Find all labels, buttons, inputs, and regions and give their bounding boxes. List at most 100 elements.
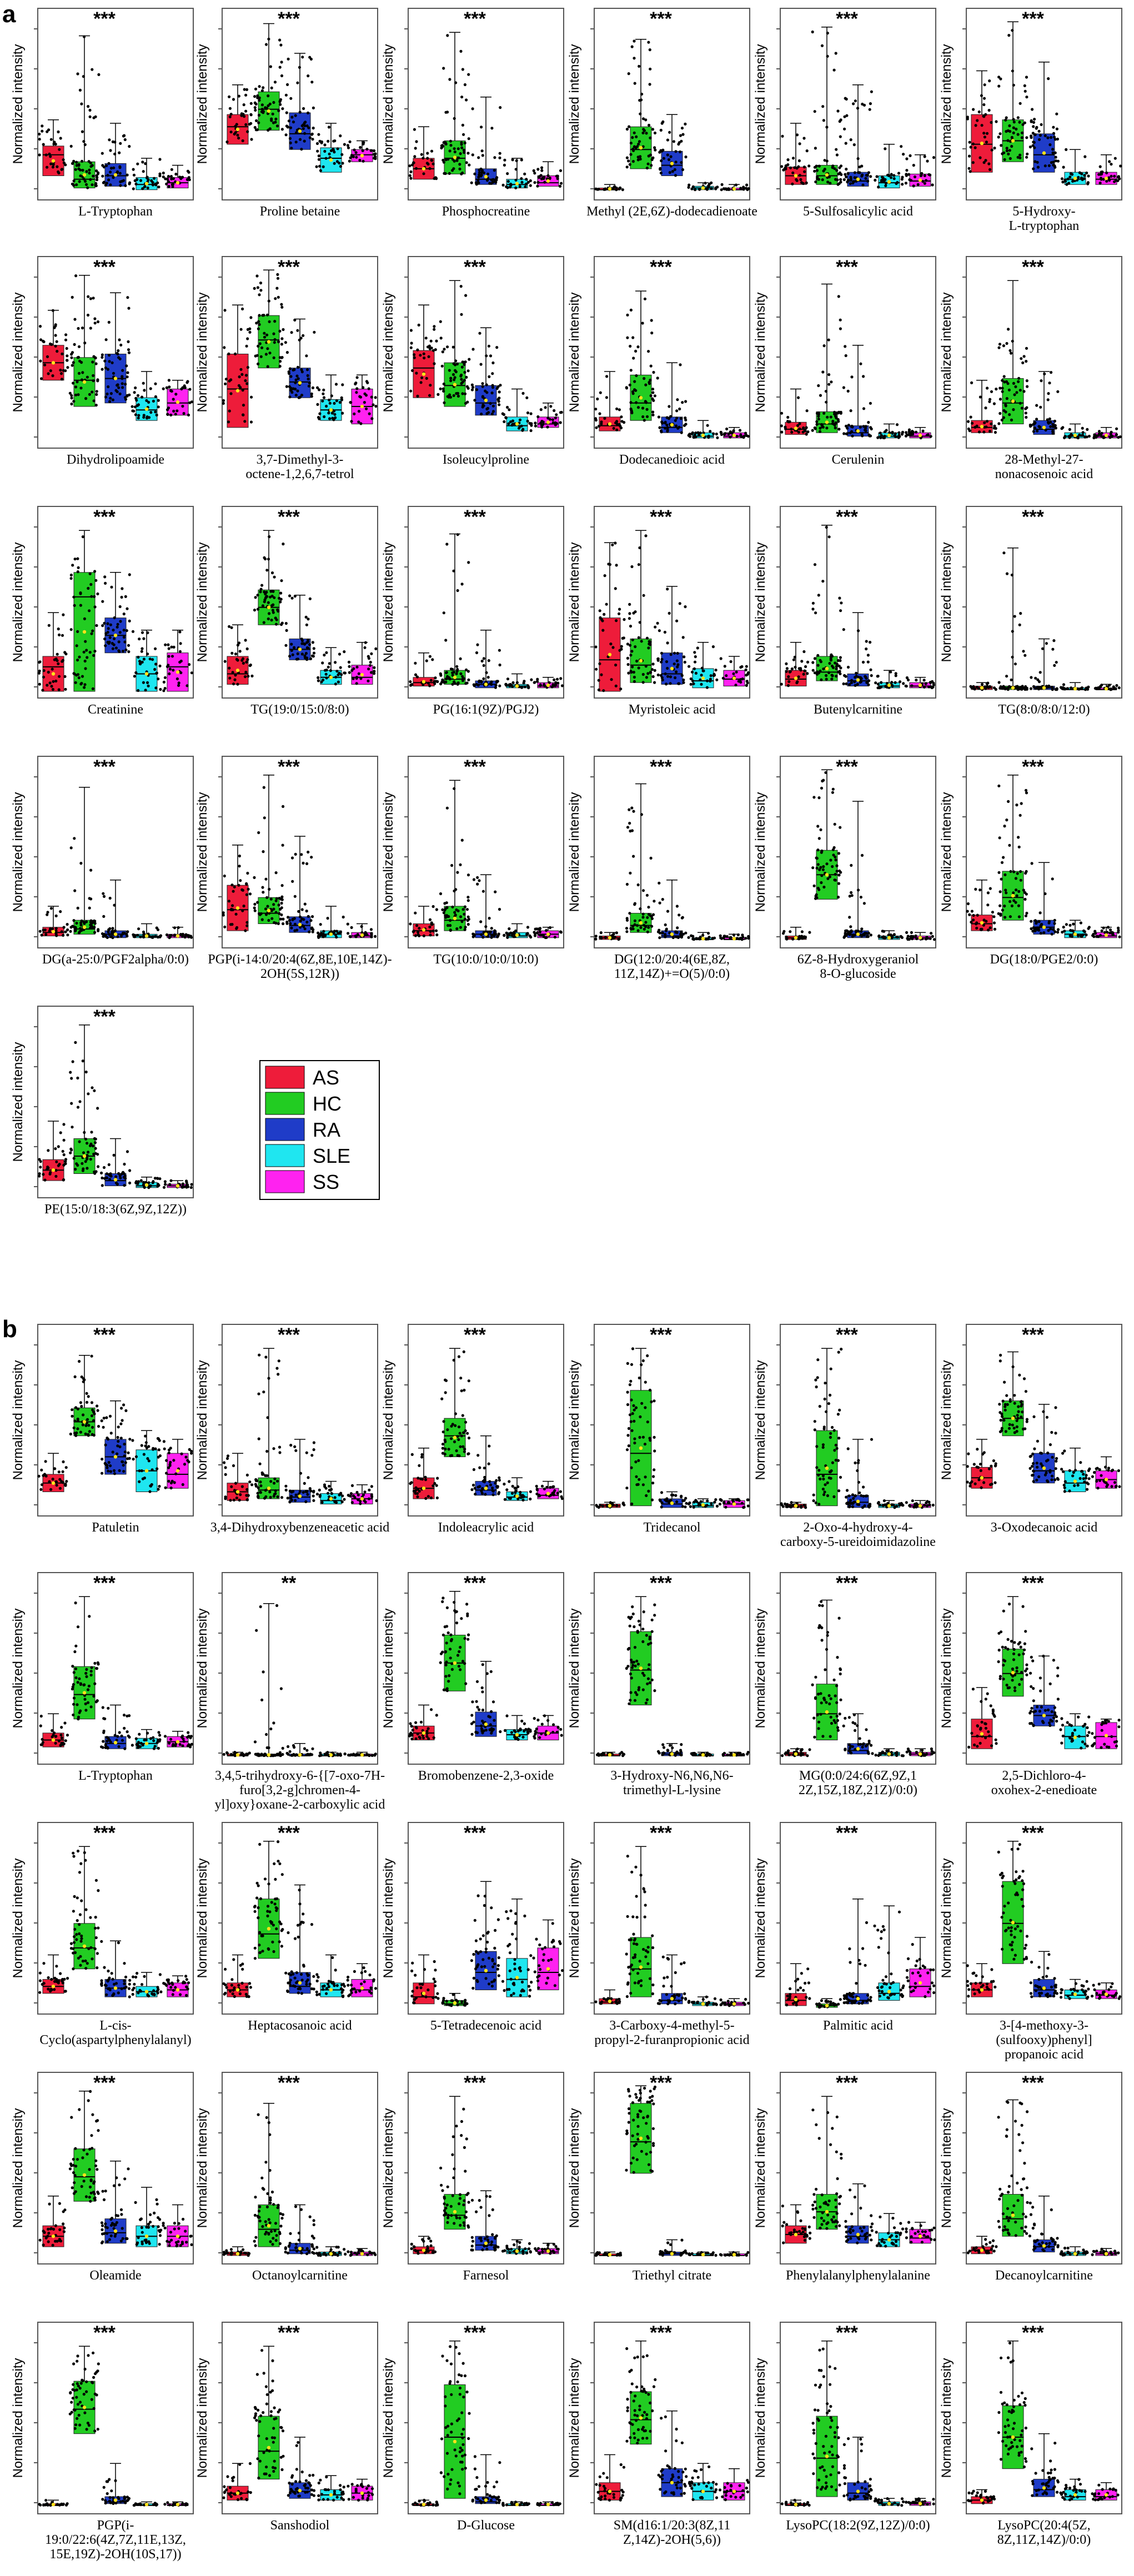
sample-point xyxy=(429,933,432,937)
significance-label: *** xyxy=(93,506,116,528)
sample-point xyxy=(511,681,515,684)
sample-point xyxy=(785,670,788,673)
sample-point xyxy=(1028,145,1032,149)
sample-point xyxy=(439,387,442,390)
sample-point xyxy=(373,149,376,153)
sample-point xyxy=(845,682,848,686)
sample-point xyxy=(689,677,693,681)
sample-point xyxy=(459,657,462,660)
sample-point xyxy=(1068,434,1071,438)
sample-point xyxy=(280,913,283,917)
sample-point xyxy=(619,426,623,430)
plot-title: PG(16:1(9Z)/PGJ2) xyxy=(433,702,539,717)
mean-marker xyxy=(360,672,364,677)
sample-point xyxy=(511,158,514,162)
sample-point xyxy=(792,658,795,661)
sample-point xyxy=(293,646,296,649)
mean-marker xyxy=(825,173,829,177)
sample-point xyxy=(338,671,341,675)
sample-point xyxy=(631,927,635,931)
mean-marker xyxy=(329,408,333,412)
sample-point xyxy=(69,574,73,577)
sample-point xyxy=(59,368,62,372)
sample-point xyxy=(1018,120,1021,124)
sample-point xyxy=(57,627,60,631)
sample-point xyxy=(317,133,320,136)
sample-point xyxy=(143,185,147,188)
sample-point xyxy=(559,930,563,933)
sample-point xyxy=(643,377,646,380)
sample-point xyxy=(846,389,850,393)
sample-point xyxy=(263,335,267,339)
sample-point xyxy=(1118,435,1122,439)
sample-point xyxy=(59,372,63,375)
sample-point xyxy=(879,685,882,689)
sample-point xyxy=(481,154,484,157)
sample-point xyxy=(1052,132,1056,135)
sample-point xyxy=(246,658,249,661)
sample-point xyxy=(684,931,688,935)
sample-point xyxy=(279,360,282,363)
sample-point xyxy=(653,669,656,672)
sample-point xyxy=(38,682,41,686)
sample-point xyxy=(66,923,69,926)
sample-point xyxy=(740,665,744,669)
sample-point xyxy=(52,680,55,683)
sample-point xyxy=(806,672,809,675)
sample-point xyxy=(825,674,828,677)
sample-point xyxy=(529,412,533,415)
sample-point xyxy=(525,182,528,185)
sample-point xyxy=(241,307,244,311)
sample-point xyxy=(991,911,994,914)
y-axis-label: Normalized intensity xyxy=(753,292,768,412)
sample-point xyxy=(235,657,238,661)
sample-point xyxy=(1039,932,1042,935)
sample-point xyxy=(136,933,139,937)
sample-point xyxy=(835,864,839,867)
sample-point xyxy=(327,665,330,669)
sample-point xyxy=(1085,171,1088,175)
sample-point xyxy=(238,375,241,379)
sample-point xyxy=(806,430,810,434)
sample-point xyxy=(682,681,685,684)
sample-point xyxy=(523,172,526,175)
sample-point xyxy=(795,681,799,685)
sample-point xyxy=(1008,349,1012,352)
sample-point xyxy=(625,386,628,389)
sample-point xyxy=(855,671,858,675)
sample-point xyxy=(820,678,823,681)
mean-marker xyxy=(546,179,550,183)
sample-point xyxy=(1032,140,1035,144)
sample-point xyxy=(134,671,138,674)
sample-point xyxy=(463,83,467,87)
boxplot: Normalized intensity***5-Hydroxy-L-trypt… xyxy=(939,8,1122,233)
sample-point xyxy=(1051,429,1055,433)
sample-point xyxy=(794,665,797,669)
sample-point xyxy=(915,430,918,434)
sample-point xyxy=(662,157,665,160)
sample-point xyxy=(321,399,324,403)
sample-point xyxy=(122,134,125,138)
sample-point xyxy=(884,178,887,181)
sample-point xyxy=(422,157,425,160)
sample-point xyxy=(698,188,701,191)
sample-point xyxy=(839,327,842,330)
sample-point xyxy=(101,152,104,155)
sample-point xyxy=(119,620,122,623)
sample-point xyxy=(1014,385,1017,389)
sample-point xyxy=(992,915,996,918)
y-axis-label: Normalized intensity xyxy=(567,44,582,164)
sample-point xyxy=(916,183,920,186)
sample-point xyxy=(127,644,131,647)
sample-point xyxy=(641,406,645,410)
sample-point xyxy=(1038,134,1042,137)
sample-point xyxy=(879,431,882,435)
sample-point xyxy=(1005,675,1008,678)
sample-point xyxy=(307,915,310,918)
sample-point xyxy=(96,176,99,179)
sample-point xyxy=(476,882,479,886)
sample-point xyxy=(821,779,824,783)
sample-point xyxy=(1025,136,1028,139)
sample-point xyxy=(646,162,650,165)
sample-point xyxy=(604,936,607,939)
